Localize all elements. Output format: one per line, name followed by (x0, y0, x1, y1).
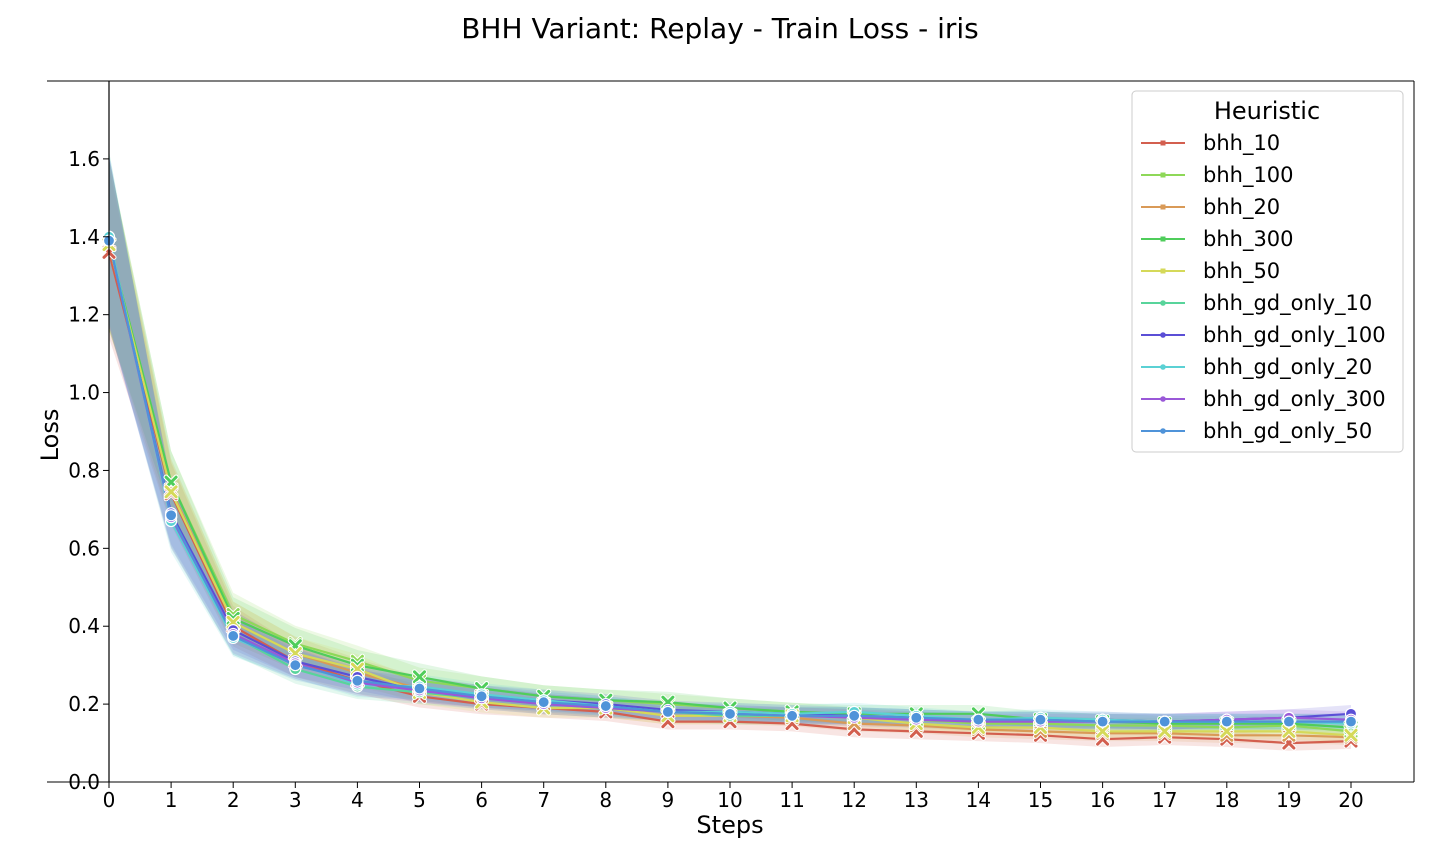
x-tick-label: 9 (662, 788, 675, 812)
point-bhh_gd_only_50 (1282, 715, 1296, 728)
point-bhh_gd_only_50 (910, 711, 923, 724)
x-tick-label: 4 (351, 788, 364, 812)
point-bhh_50 (1281, 723, 1297, 739)
point-bhh_50 (1219, 723, 1235, 739)
x-tick-label: 19 (1276, 788, 1301, 812)
y-tick-label: 0.4 (68, 614, 100, 638)
point-bhh_gd_only_50 (848, 709, 861, 722)
x-tick-label: 2 (227, 788, 240, 812)
x-tick-label: 11 (779, 788, 804, 812)
legend-item-bhh_50: bhh_50 (1141, 259, 1280, 284)
point-bhh_gd_only_50 (972, 713, 985, 726)
point-bhh_gd_only_50 (413, 682, 426, 695)
legend-item-bhh_10: bhh_10 (1141, 131, 1280, 156)
legend-box (1131, 90, 1404, 453)
x-tick-label: 14 (966, 788, 991, 812)
point-bhh_gd_only_50 (1220, 715, 1233, 728)
point-bhh_gd_only_50 (723, 707, 737, 720)
y-tick-label: 1.2 (68, 303, 100, 327)
x-tick-label: 10 (717, 788, 742, 812)
x-tick-label: 0 (103, 788, 116, 812)
legend-label: bhh_gd_only_50 (1203, 419, 1372, 444)
x-tick-label: 7 (537, 788, 550, 812)
point-bhh_gd_only_50 (537, 696, 550, 709)
legend-item-bhh_gd_only_20: bhh_gd_only_20 (1141, 355, 1372, 380)
point-bhh_gd_only_50 (475, 690, 488, 703)
point-bhh_50 (1157, 723, 1173, 739)
y-tick-label: 1.4 (68, 225, 100, 249)
point-bhh_50 (1343, 727, 1359, 743)
x-tick-label: 13 (904, 788, 929, 812)
y-tick-label: 1.6 (68, 147, 100, 171)
point-bhh_gd_only_50 (599, 699, 612, 713)
legend-marker (1160, 268, 1166, 274)
x-tick-label: 6 (475, 788, 488, 812)
legend-item-bhh_gd_only_50: bhh_gd_only_50 (1141, 419, 1372, 444)
y-tick-label: 0.8 (68, 458, 100, 482)
legend-marker (1160, 364, 1166, 370)
point-bhh_gd_only_50 (351, 674, 364, 687)
x-axis-label: Steps (696, 811, 763, 839)
chart-title: BHH Variant: Replay - Train Loss - iris (461, 12, 979, 45)
legend-item-bhh_20: bhh_20 (1141, 195, 1280, 220)
legend: Heuristic bhh_10bhh_100bhh_20bhh_300bhh_… (1131, 90, 1404, 453)
legend-marker (1160, 332, 1166, 338)
legend-label: bhh_10 (1203, 131, 1280, 156)
y-axis-label: Loss (36, 409, 64, 462)
legend-label: bhh_gd_only_10 (1203, 291, 1372, 316)
legend-label: bhh_gd_only_20 (1203, 355, 1372, 380)
point-bhh_gd_only_50 (165, 509, 178, 522)
legend-item-bhh_100: bhh_100 (1141, 163, 1294, 188)
legend-title: Heuristic (1214, 97, 1320, 125)
point-bhh_gd_only_50 (785, 709, 799, 722)
legend-label: bhh_gd_only_300 (1203, 387, 1386, 412)
legend-item-bhh_gd_only_100: bhh_gd_only_100 (1141, 323, 1386, 348)
x-tick-label: 12 (841, 788, 866, 812)
series-markers (101, 230, 1359, 751)
legend-marker (1160, 236, 1166, 242)
x-tick-label: 15 (1028, 788, 1053, 812)
point-bhh_gd_only_50 (1158, 715, 1171, 728)
legend-item-bhh_300: bhh_300 (1141, 227, 1294, 252)
legend-label: bhh_300 (1203, 227, 1294, 252)
point-bhh_gd_only_50 (1034, 713, 1047, 726)
point-bhh_50 (1095, 723, 1111, 739)
x-tick-label: 17 (1152, 788, 1177, 812)
point-bhh_300 (412, 669, 427, 685)
point-bhh_gd_only_50 (1344, 715, 1358, 728)
legend-label: bhh_gd_only_100 (1203, 323, 1386, 348)
legend-label: bhh_50 (1203, 259, 1280, 284)
x-tick-label: 20 (1338, 788, 1363, 812)
legend-marker (1160, 300, 1166, 306)
y-tick-label: 0.6 (68, 536, 100, 560)
legend-marker (1160, 140, 1166, 146)
y-ticks: 0.0 0.2 0.4 0.6 0.8 1.0 1.2 1.4 1.6 (68, 147, 109, 794)
legend-marker (1160, 204, 1166, 210)
legend-items: bhh_10 bhh_100 bhh_20 bhh_300 bhh_50 bhh_gd_o… (1141, 131, 1386, 444)
x-tick-label: 1 (165, 788, 178, 812)
x-tick-label: 5 (413, 788, 426, 812)
x-tick-label: 18 (1214, 788, 1239, 812)
y-tick-label: 0.0 (68, 770, 100, 794)
legend-marker (1160, 172, 1166, 178)
legend-label: bhh_20 (1203, 195, 1280, 220)
point-bhh_gd_only_50 (227, 629, 240, 643)
legend-item-bhh_gd_only_300: bhh_gd_only_300 (1141, 387, 1386, 412)
point-bhh_gd_only_50 (661, 705, 675, 719)
legend-marker (1160, 396, 1166, 402)
x-ticks: 0 1 2 3 4 5 6 7 8 9 10 11 12 13 14 15 16 17 18 19 20 (103, 782, 1364, 812)
point-bhh_50 (163, 484, 179, 500)
x-tick-label: 8 (599, 788, 612, 812)
point-bhh_gd_only_50 (289, 659, 302, 672)
y-tick-label: 0.2 (68, 692, 100, 716)
legend-label: bhh_100 (1203, 163, 1294, 188)
legend-marker (1160, 428, 1166, 434)
point-bhh_gd_only_50 (1096, 715, 1109, 728)
y-tick-label: 1.0 (68, 381, 100, 405)
x-tick-label: 3 (289, 788, 302, 812)
legend-item-bhh_gd_only_10: bhh_gd_only_10 (1141, 291, 1372, 316)
x-tick-label: 16 (1090, 788, 1115, 812)
